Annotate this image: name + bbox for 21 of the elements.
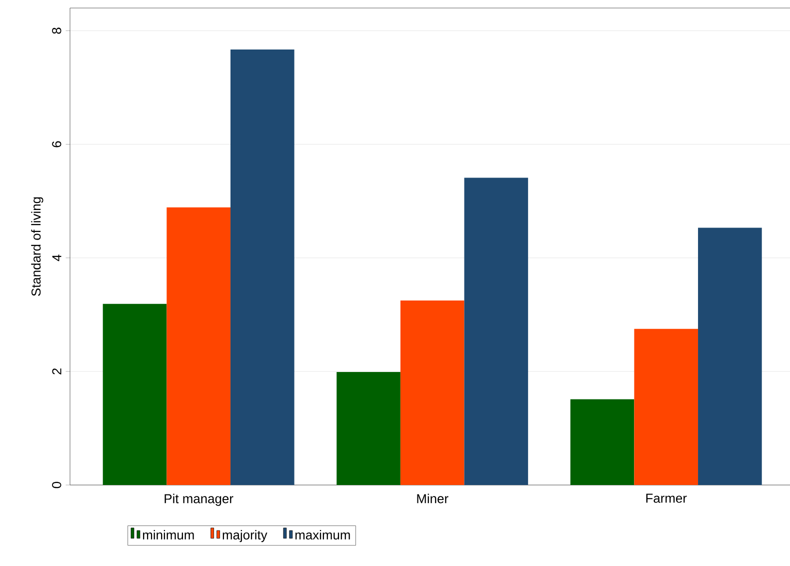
- legend-label: majority: [222, 530, 268, 542]
- y-tick-label: 0: [52, 482, 62, 488]
- x-tick-label: Farmer: [646, 494, 687, 503]
- y-tick-label: 2: [52, 368, 62, 374]
- y-axis-title: Standard of living: [31, 197, 44, 296]
- bar: [400, 300, 464, 485]
- bar: [336, 372, 400, 485]
- x-tick-label: Pit manager: [164, 494, 234, 506]
- bar: [570, 399, 634, 485]
- y-tick-label: 8: [52, 28, 62, 34]
- y-tick-label: 6: [52, 141, 62, 148]
- bar: [634, 328, 698, 485]
- legend-label: minimum: [143, 530, 194, 540]
- bar: [166, 207, 230, 485]
- bar: [464, 178, 528, 485]
- bar: [230, 49, 294, 485]
- legend-label: maximum: [295, 530, 350, 540]
- bar: [102, 304, 167, 485]
- y-tick-label: 4: [52, 254, 62, 262]
- bar: [698, 228, 762, 485]
- x-tick-label: Miner: [417, 494, 448, 504]
